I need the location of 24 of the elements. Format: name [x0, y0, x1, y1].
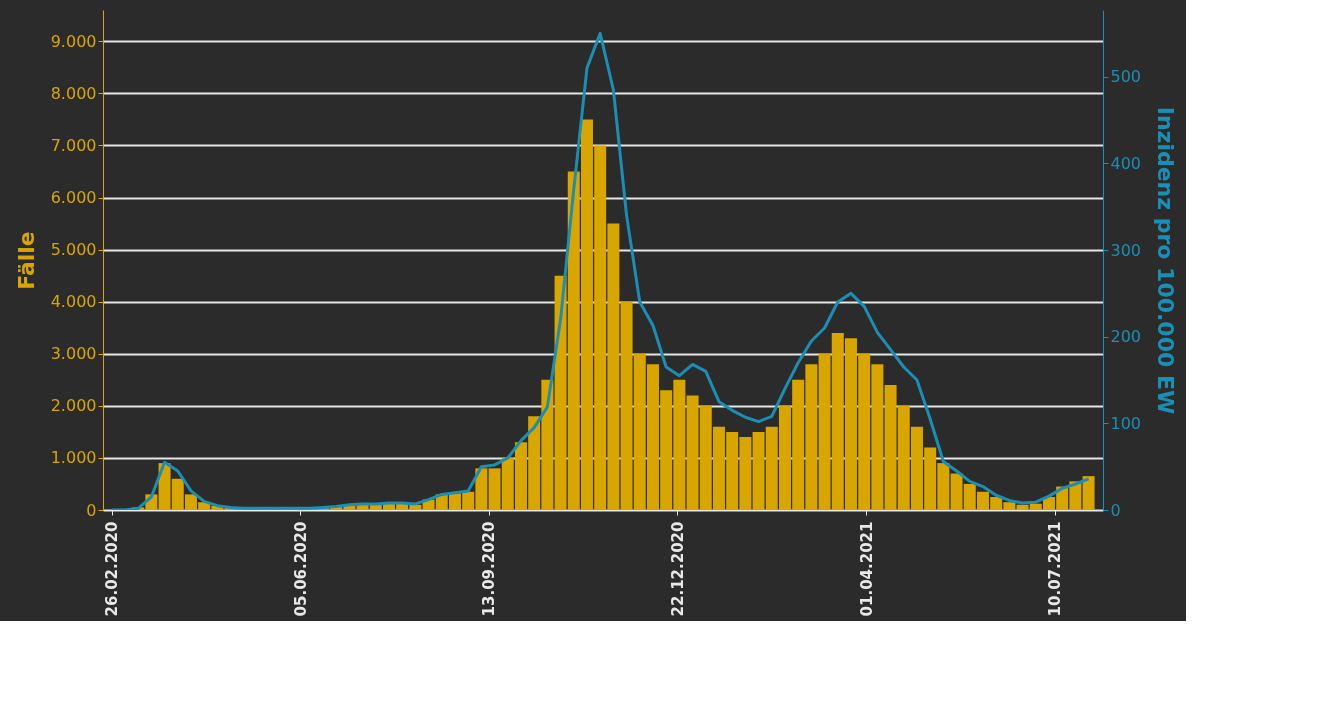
y2-axis-title: Inzidenz pro 100.000 EW — [1153, 106, 1179, 415]
y2-tick-label: 500 — [1110, 67, 1142, 87]
x-tick-label: 01.04.2021 — [857, 521, 876, 617]
y2-tick-label: 100 — [1110, 413, 1142, 433]
y-tick-label: 0 — [86, 500, 97, 520]
y2-tick-label: 400 — [1110, 153, 1142, 173]
y-tick-label: 9.000 — [50, 31, 97, 51]
y-axis-title: Fälle — [13, 231, 39, 290]
y-tick-label: 7.000 — [50, 135, 97, 155]
x-tick-label: 13.09.2020 — [480, 521, 499, 617]
y-tick-label: 1.000 — [50, 448, 97, 468]
x-tick-label: 22.12.2020 — [668, 521, 687, 617]
y2-tick-label: 300 — [1110, 240, 1142, 260]
y2-tick-label: 0 — [1110, 500, 1121, 520]
y-tick-label: 6.000 — [50, 188, 97, 207]
x-tick-label: 05.06.2020 — [291, 521, 310, 617]
y-tick-label: 3.000 — [50, 344, 97, 364]
y-tick-label: 5.000 — [50, 240, 97, 260]
y-tick-label: 4.000 — [50, 292, 97, 312]
y-tick-label: 8.000 — [50, 83, 97, 103]
y2-tick-label: 200 — [1110, 327, 1142, 347]
y-tick-label: 2.000 — [50, 396, 97, 416]
x-tick-label: 26.02.2020 — [103, 521, 122, 617]
x-tick-label: 10.07.2021 — [1046, 521, 1065, 617]
